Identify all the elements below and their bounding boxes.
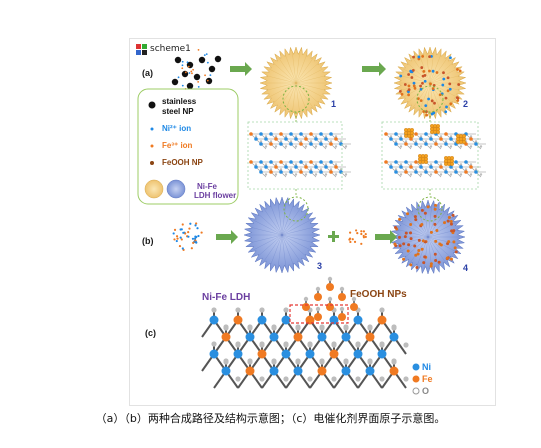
label-nife-ldh: Ni-Fe LDH — [202, 292, 251, 303]
flower-yellow-2 — [393, 46, 467, 120]
zoom-box-1 — [247, 121, 343, 190]
legend-blue-flower — [166, 179, 186, 199]
arrow-a2 — [362, 62, 386, 76]
panel-label-a: (a) — [142, 68, 153, 78]
zoom-circle-4 — [417, 196, 443, 222]
zoom-box-2 — [381, 121, 479, 190]
flower-yellow-1 — [259, 46, 333, 120]
ldh-lattice-1 — [249, 132, 351, 178]
legend-fe-ion: Fe³⁺ ion — [162, 141, 193, 150]
arrow-a1 — [230, 62, 252, 76]
legend-ni-ion: Ni²⁺ ion — [162, 124, 192, 133]
zoom-circle-3 — [283, 196, 309, 222]
scheme-drawing — [137, 46, 486, 395]
window-titlebar: scheme1 — [136, 42, 191, 56]
panel-label-b: (b) — [142, 236, 154, 246]
ion-cluster — [172, 222, 203, 252]
plus-sign-v — [332, 231, 335, 242]
step-number-3: 3 — [317, 261, 323, 271]
interface-highlight-box — [289, 304, 349, 324]
legend-feooh-symbol — [150, 161, 154, 165]
legend-ni-symbol — [150, 127, 154, 131]
arrow-b1 — [216, 230, 238, 244]
app-icon — [136, 43, 147, 55]
feooh-cluster — [302, 276, 358, 321]
flower-blue-3 — [243, 196, 321, 274]
fe-ion-cluster — [348, 229, 367, 245]
legend-stainless: stainless — [162, 97, 197, 106]
key-o: O — [422, 386, 430, 396]
legend-box — [137, 88, 239, 205]
steel-np-cluster — [171, 48, 222, 90]
legend-steel-np: steel NP — [162, 107, 194, 116]
flower-blue-4 — [390, 199, 466, 275]
scheme-figure: scheme1 (a) (b) (c) 1 2 3 4 stainless st… — [129, 38, 496, 406]
step-number-2: 2 — [463, 99, 469, 109]
legend-ldh-flower: LDH flower — [194, 191, 237, 200]
key-fe: Fe — [422, 374, 433, 384]
key-o-symbol — [412, 387, 420, 395]
label-feooh-nps: FeOOH NPs — [350, 289, 407, 300]
key-fe-symbol — [412, 375, 420, 383]
ldh-lattice-2 — [384, 124, 486, 178]
legend-yellow-flower — [144, 179, 164, 199]
panel-label-c: (c) — [145, 328, 156, 338]
arrow-b2 — [375, 230, 397, 244]
step-number-4: 4 — [463, 263, 469, 273]
window-title: scheme1 — [150, 44, 191, 54]
legend-feooh-np: FeOOH NP — [162, 158, 203, 167]
key-ni-symbol — [412, 363, 420, 371]
step-number-1: 1 — [331, 99, 337, 109]
legend-steel-symbol — [148, 101, 156, 109]
figure-caption: （a）（b）两种合成路径及结构示意图；（c）电催化剂界面原子示意图。 — [95, 412, 446, 425]
interface-atoms — [209, 307, 409, 382]
legend-nife: Ni-Fe — [197, 182, 217, 191]
interface-bonds — [201, 310, 407, 389]
legend-fe-symbol — [150, 144, 154, 148]
key-ni: Ni — [422, 362, 431, 372]
